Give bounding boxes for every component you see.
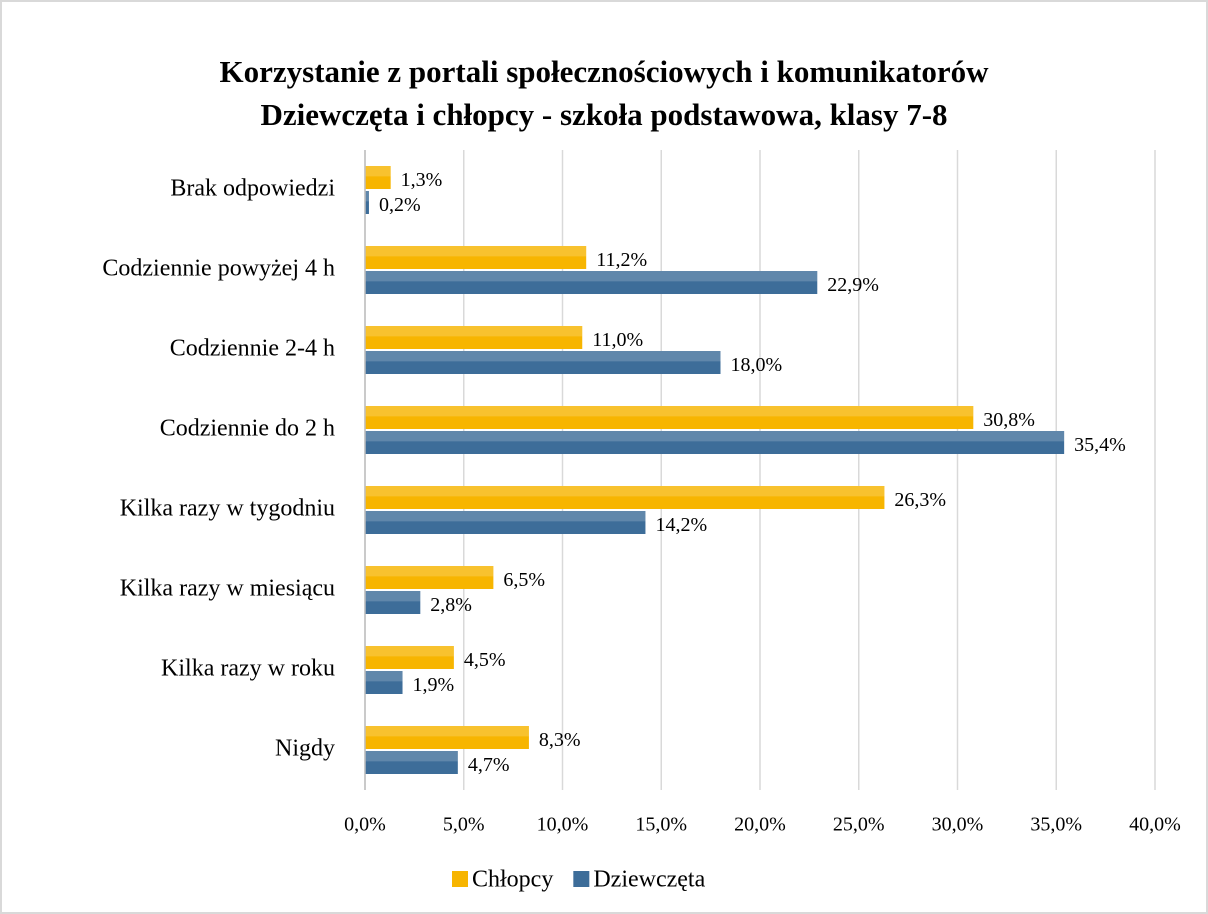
value-label: 0,2% [379, 194, 421, 216]
value-label: 1,3% [401, 169, 443, 191]
bar [365, 166, 391, 189]
legend-swatch [573, 871, 590, 887]
bar-shine [365, 271, 818, 282]
bar-shine [365, 671, 403, 682]
value-label: 4,7% [468, 754, 510, 776]
bar [365, 351, 721, 374]
value-label: 30,8% [983, 409, 1035, 431]
x-tick-label: 25,0% [833, 814, 885, 836]
x-tick-label: 30,0% [932, 814, 984, 836]
bar-shine [365, 326, 583, 337]
y-tick-label: Nigdy [275, 736, 335, 762]
y-tick-label: Kilka razy w roku [161, 656, 335, 682]
x-tick-label: 0,0% [344, 814, 386, 836]
bar-shine [365, 591, 421, 602]
x-tick-label: 20,0% [734, 814, 786, 836]
y-tick-label: Kilka razy w miesiącu [120, 576, 335, 602]
value-label: 26,3% [894, 489, 946, 511]
legend-label: Chłopcy [472, 867, 553, 893]
bar [365, 566, 494, 589]
x-tick-label: 15,0% [635, 814, 687, 836]
value-label: 4,5% [464, 649, 506, 671]
bar-shine [365, 246, 587, 257]
value-label: 18,0% [731, 354, 783, 376]
bar-shine [365, 646, 454, 657]
bar [365, 671, 403, 694]
value-label: 22,9% [827, 274, 879, 296]
y-tick-label: Brak odpowiedzi [170, 176, 335, 202]
bar-shine [365, 751, 458, 762]
bar [365, 726, 529, 749]
y-tick-label: Codziennie powyżej 4 h [102, 256, 335, 282]
value-label: 35,4% [1074, 434, 1126, 456]
y-tick-label: Codziennie do 2 h [160, 416, 335, 442]
bar [365, 751, 458, 774]
value-label: 1,9% [413, 674, 455, 696]
bar [365, 326, 583, 349]
bar [365, 646, 454, 669]
bar-shine [365, 566, 494, 577]
bar-shine [365, 511, 646, 522]
value-label: 14,2% [655, 514, 707, 536]
value-label: 8,3% [539, 729, 581, 751]
bar [365, 406, 974, 429]
bar [365, 271, 818, 294]
value-label: 6,5% [503, 569, 545, 591]
y-tick-label: Codziennie 2-4 h [170, 336, 335, 362]
bar-shine [365, 406, 974, 417]
x-tick-label: 10,0% [537, 814, 589, 836]
bar [365, 511, 646, 534]
bar-shine [365, 486, 885, 497]
legend-label: Dziewczęta [593, 867, 705, 893]
x-tick-label: 40,0% [1129, 814, 1181, 836]
bar [365, 591, 421, 614]
bar [365, 486, 885, 509]
value-label: 11,2% [596, 249, 647, 271]
y-tick-label: Kilka razy w tygodniu [120, 496, 335, 522]
bar-shine [365, 351, 721, 362]
x-tick-label: 5,0% [443, 814, 485, 836]
bar [365, 246, 587, 269]
x-tick-label: 35,0% [1030, 814, 1082, 836]
bar-shine [365, 166, 391, 177]
bar [365, 431, 1065, 454]
chart-subtitle: Dziewczęta i chłopcy - szkoła podstawowa… [260, 97, 947, 132]
bar-shine [365, 726, 529, 737]
legend-swatch [452, 871, 468, 887]
bar-shine [365, 431, 1065, 442]
chart-title: Korzystanie z portali społecznościowych … [220, 54, 990, 89]
bar-shine [365, 191, 369, 202]
bar [365, 191, 369, 214]
value-label: 2,8% [430, 594, 472, 616]
value-label: 11,0% [592, 329, 643, 351]
